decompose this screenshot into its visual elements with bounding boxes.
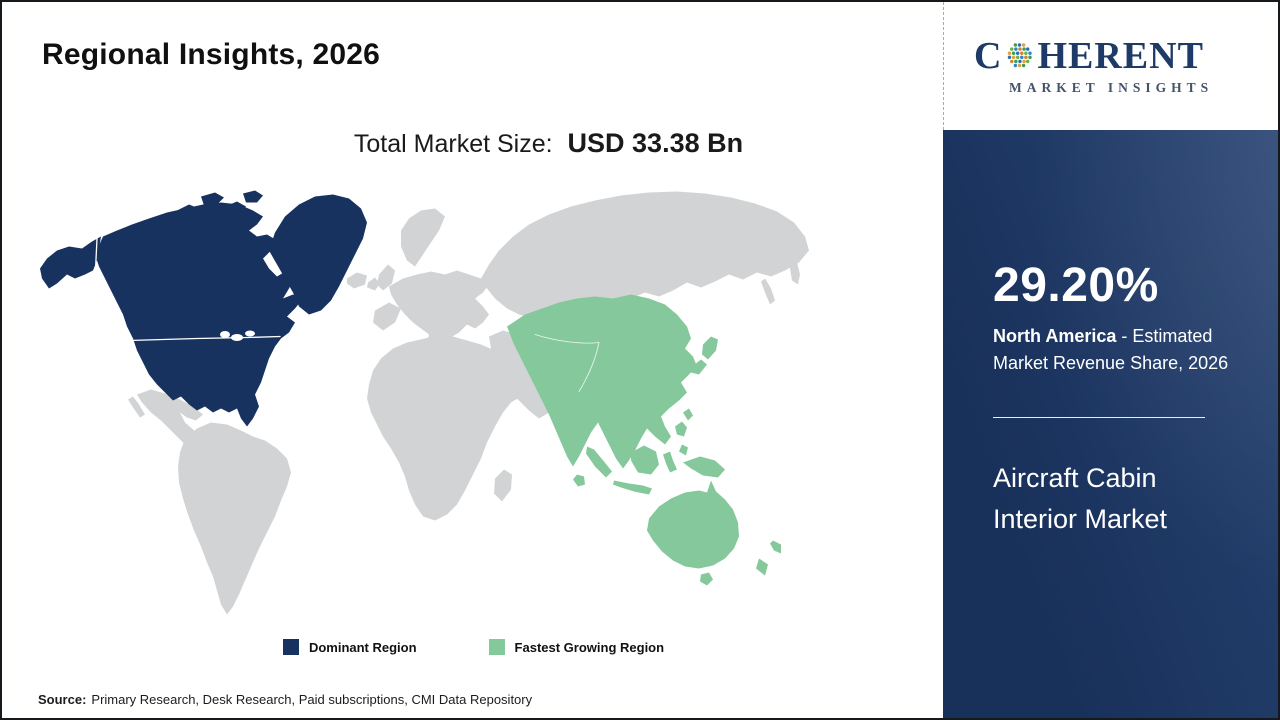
borneo — [631, 445, 659, 475]
philippines-north — [675, 421, 687, 437]
new-zealand-north — [770, 540, 781, 554]
main-panel: Regional Insights, 2026 Total Market Siz… — [2, 2, 945, 718]
world-map-svg — [40, 190, 809, 615]
map-region-dominant — [40, 190, 367, 427]
legend-swatch-fastest-growing — [488, 639, 505, 655]
alaska-border — [94, 237, 98, 282]
sulawesi — [663, 451, 677, 473]
source-label: Source: — [38, 692, 87, 707]
market-name: Aircraft Cabin Interior Market — [993, 463, 1168, 534]
source-note: Source: Primary Research, Desk Research, … — [38, 692, 532, 707]
africa — [367, 334, 529, 521]
sri-lanka — [573, 474, 585, 487]
new-zealand-south — [756, 558, 768, 576]
legend-label-dominant: Dominant Region — [308, 639, 417, 655]
sakhalin — [761, 278, 775, 305]
sidebar-body: 29.20% North America - Estimated Market … — [943, 130, 1278, 718]
world-map — [37, 184, 817, 629]
arctic-island-2 — [201, 192, 224, 206]
japan-south — [691, 359, 707, 375]
java — [613, 480, 652, 495]
japan-north — [702, 336, 718, 360]
stat-region: North America — [993, 326, 1117, 346]
kamchatka — [789, 256, 800, 285]
iberia — [373, 302, 401, 331]
us-canada-border — [128, 335, 281, 342]
stat-description: North America - Estimated Market Revenue… — [993, 323, 1265, 377]
great-lake-3 — [245, 330, 255, 337]
legend: Dominant Region Fastest Growing Region — [2, 639, 945, 655]
market-size-value: USD 33.38 Bn — [567, 128, 744, 158]
arctic-island-1 — [177, 204, 199, 219]
greenland — [269, 194, 367, 315]
map-region-fastest-growing — [507, 294, 781, 586]
stat-value: 29.20% — [993, 259, 1159, 312]
arctic-island-3 — [225, 201, 246, 216]
asia-mainland — [507, 294, 697, 469]
logo: C HERENT MARKET INSIGHTS — [943, 2, 1278, 130]
great-lakes — [220, 330, 255, 341]
asia-border-1 — [534, 334, 600, 344]
sumatra — [586, 446, 612, 478]
market-size-label: Total Market Size: — [353, 130, 553, 158]
legend-swatch-dominant — [282, 639, 299, 655]
philippines-south — [679, 444, 688, 456]
united-kingdom — [377, 264, 395, 291]
baja-peninsula — [128, 396, 145, 418]
legend-item-dominant: Dominant Region — [282, 639, 417, 655]
legend-label-fastest-growing: Fastest Growing Region — [514, 639, 665, 655]
logo-text-herent: HERENT — [1037, 34, 1204, 77]
madagascar — [494, 469, 512, 502]
europe-mainland — [389, 270, 489, 353]
asia-border-2 — [578, 342, 600, 392]
tasmania — [700, 572, 713, 586]
source-text: Primary Research, Desk Research, Paid su… — [91, 692, 533, 707]
map-region-other — [128, 191, 809, 615]
taiwan — [683, 408, 693, 421]
logo-text-c: C — [974, 34, 1003, 77]
arctic-island-4 — [243, 190, 263, 203]
australia — [647, 480, 739, 569]
logo-globe-icon — [1008, 43, 1033, 68]
sidebar: C HERENT MARKET INSIGHTS 29.20% North Am… — [943, 2, 1278, 718]
iceland — [347, 272, 367, 289]
scandinavia — [401, 208, 445, 267]
map-country-borders — [94, 237, 600, 392]
logo-subtitle: MARKET INSIGHTS — [1009, 79, 1214, 95]
canada-usa — [95, 202, 303, 427]
ireland — [367, 277, 380, 291]
russia-siberia — [481, 191, 809, 319]
stat-desc-text: - Estimated Market Revenue Share, 2026 — [993, 326, 1229, 373]
page-title: Regional Insights, 2026 — [42, 38, 381, 71]
new-guinea — [683, 456, 725, 478]
alaska — [40, 236, 101, 289]
great-lake-2 — [231, 334, 243, 341]
logo-wordmark: C HERENT — [974, 37, 1278, 75]
market-size-heading: Total Market Size: USD 33.38 Bn — [2, 128, 945, 159]
great-lake-1 — [220, 331, 230, 338]
legend-item-fastest-growing: Fastest Growing Region — [488, 639, 665, 655]
south-america — [178, 422, 291, 615]
divider — [993, 417, 1205, 418]
